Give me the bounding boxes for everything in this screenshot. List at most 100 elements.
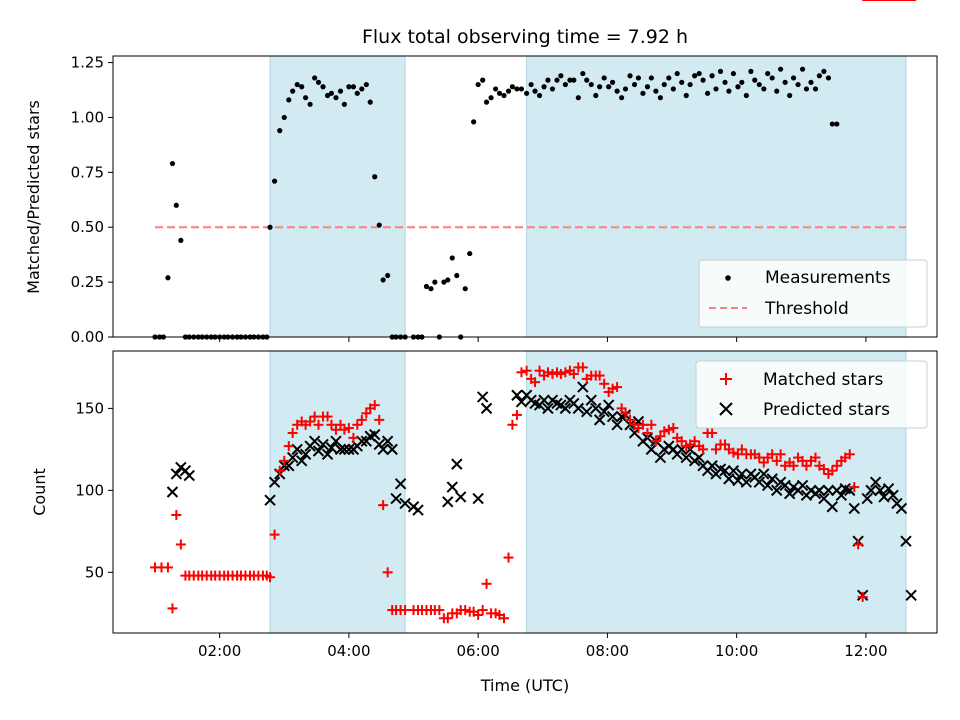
measurement-point <box>834 121 840 127</box>
matched-star-point <box>771 455 782 466</box>
predicted-star-point <box>680 451 692 464</box>
matched-star-point <box>620 408 631 419</box>
bottom-series <box>150 0 917 624</box>
measurement-point <box>635 75 642 81</box>
matched-star-point <box>689 436 700 447</box>
legend-predicted-marker <box>719 402 733 416</box>
measurement-point <box>271 178 278 184</box>
top-axes-frame <box>112 55 938 338</box>
predicted-star-point <box>369 428 381 441</box>
measurement-point <box>748 68 754 74</box>
matched-star-point <box>382 567 393 578</box>
x-tick-label: 08:00 <box>586 642 629 660</box>
x-tick-label: 06:00 <box>457 642 500 660</box>
measurement-point <box>812 86 819 92</box>
predicted-star-point <box>381 435 394 447</box>
predicted-star-point <box>865 484 877 497</box>
matched-star-point <box>265 572 276 583</box>
measurement-point <box>475 81 481 88</box>
matched-star-point <box>348 432 359 443</box>
bottom-y-tick-label: 150 <box>75 399 104 417</box>
top-y-axis: 0.00 0.25 0.50 0.75 1.00 1.25 <box>71 54 113 346</box>
measurement-point <box>653 88 659 94</box>
measurement-point <box>178 237 184 244</box>
predicted-star-point <box>321 448 334 460</box>
predicted-star-point <box>761 479 774 492</box>
bottom-y-tick-label: 100 <box>75 481 104 499</box>
measurement-point <box>432 279 438 285</box>
predicted-star-point <box>542 402 554 415</box>
bottom-legend-box <box>695 360 928 429</box>
predicted-star-point <box>585 394 597 406</box>
matched-star-point <box>642 427 653 438</box>
bottom-y-axis-label: Count <box>30 468 49 516</box>
predicted-star-point <box>602 399 615 411</box>
predicted-star-point <box>338 443 351 456</box>
measurement-point <box>346 84 352 90</box>
matched-star-point <box>560 367 571 378</box>
measurement-point <box>449 255 455 261</box>
predicted-star-point <box>736 468 748 480</box>
measurement-point <box>480 77 486 83</box>
measurement-point <box>350 84 357 90</box>
measurement-point <box>756 81 762 88</box>
matched-star-point <box>477 605 488 616</box>
predicted-star-point <box>895 502 908 515</box>
bottom-legend: Matched stars Predicted stars <box>695 360 928 429</box>
measurement-point <box>761 86 767 92</box>
matched-star-point <box>827 465 838 476</box>
top-y-axis-label: Matched/Predicted stars <box>24 100 43 294</box>
measurement-point <box>683 92 689 99</box>
matched-star-point <box>175 539 186 550</box>
legend-threshold-label: Threshold <box>764 299 849 319</box>
matched-star-point <box>547 368 558 379</box>
predicted-star-point <box>454 491 467 503</box>
measurement-point <box>687 81 693 88</box>
predicted-star-point <box>771 484 783 497</box>
predicted-star-point <box>835 489 848 501</box>
predicted-star-point <box>268 476 281 488</box>
predicted-star-point <box>753 476 765 488</box>
matched-star-point <box>507 419 518 430</box>
predicted-star-point <box>394 478 407 490</box>
matched-star-point <box>162 562 173 573</box>
top-legend: Measurements Threshold <box>698 259 928 328</box>
measurement-point <box>739 79 745 85</box>
predicted-star-point <box>283 460 295 472</box>
measurement-point <box>302 95 309 101</box>
predicted-star-point <box>476 391 489 403</box>
measurement-point <box>341 101 347 107</box>
matched-star-point <box>274 465 285 476</box>
predicted-star-point <box>317 438 329 451</box>
matched-star-point <box>844 449 855 460</box>
x-tick-label: 12:00 <box>844 642 887 660</box>
predicted-star-point <box>308 435 321 447</box>
measurement-point <box>619 95 625 101</box>
measurement-point <box>307 101 313 107</box>
measurement-point <box>622 86 629 92</box>
matched-star-point <box>313 419 324 430</box>
matched-star-point <box>516 367 527 378</box>
top-y-tick-label: 0.00 <box>71 328 104 346</box>
matched-star-point <box>555 368 566 379</box>
measurement-point <box>483 99 490 105</box>
measurement-point <box>803 86 810 92</box>
predicted-star-point <box>783 487 796 500</box>
measurement-point <box>709 73 715 79</box>
measurement-point <box>376 222 382 228</box>
matched-star-point <box>378 500 389 511</box>
matched-star-point <box>481 578 492 589</box>
legend-predicted-label: Predicted stars <box>763 400 890 420</box>
matched-star-point <box>775 449 786 460</box>
measurement-point <box>501 92 507 99</box>
legend-measurements-marker <box>725 275 731 281</box>
measurement-point <box>441 279 447 285</box>
measurement-point <box>765 70 771 77</box>
predicted-star-point <box>593 414 606 426</box>
measurement-point <box>787 92 793 99</box>
predicted-star-point <box>706 460 718 472</box>
matched-star-point <box>810 452 821 463</box>
predicted-star-point <box>861 492 873 505</box>
measurement-point <box>454 272 460 279</box>
matched-star-point <box>668 423 679 434</box>
